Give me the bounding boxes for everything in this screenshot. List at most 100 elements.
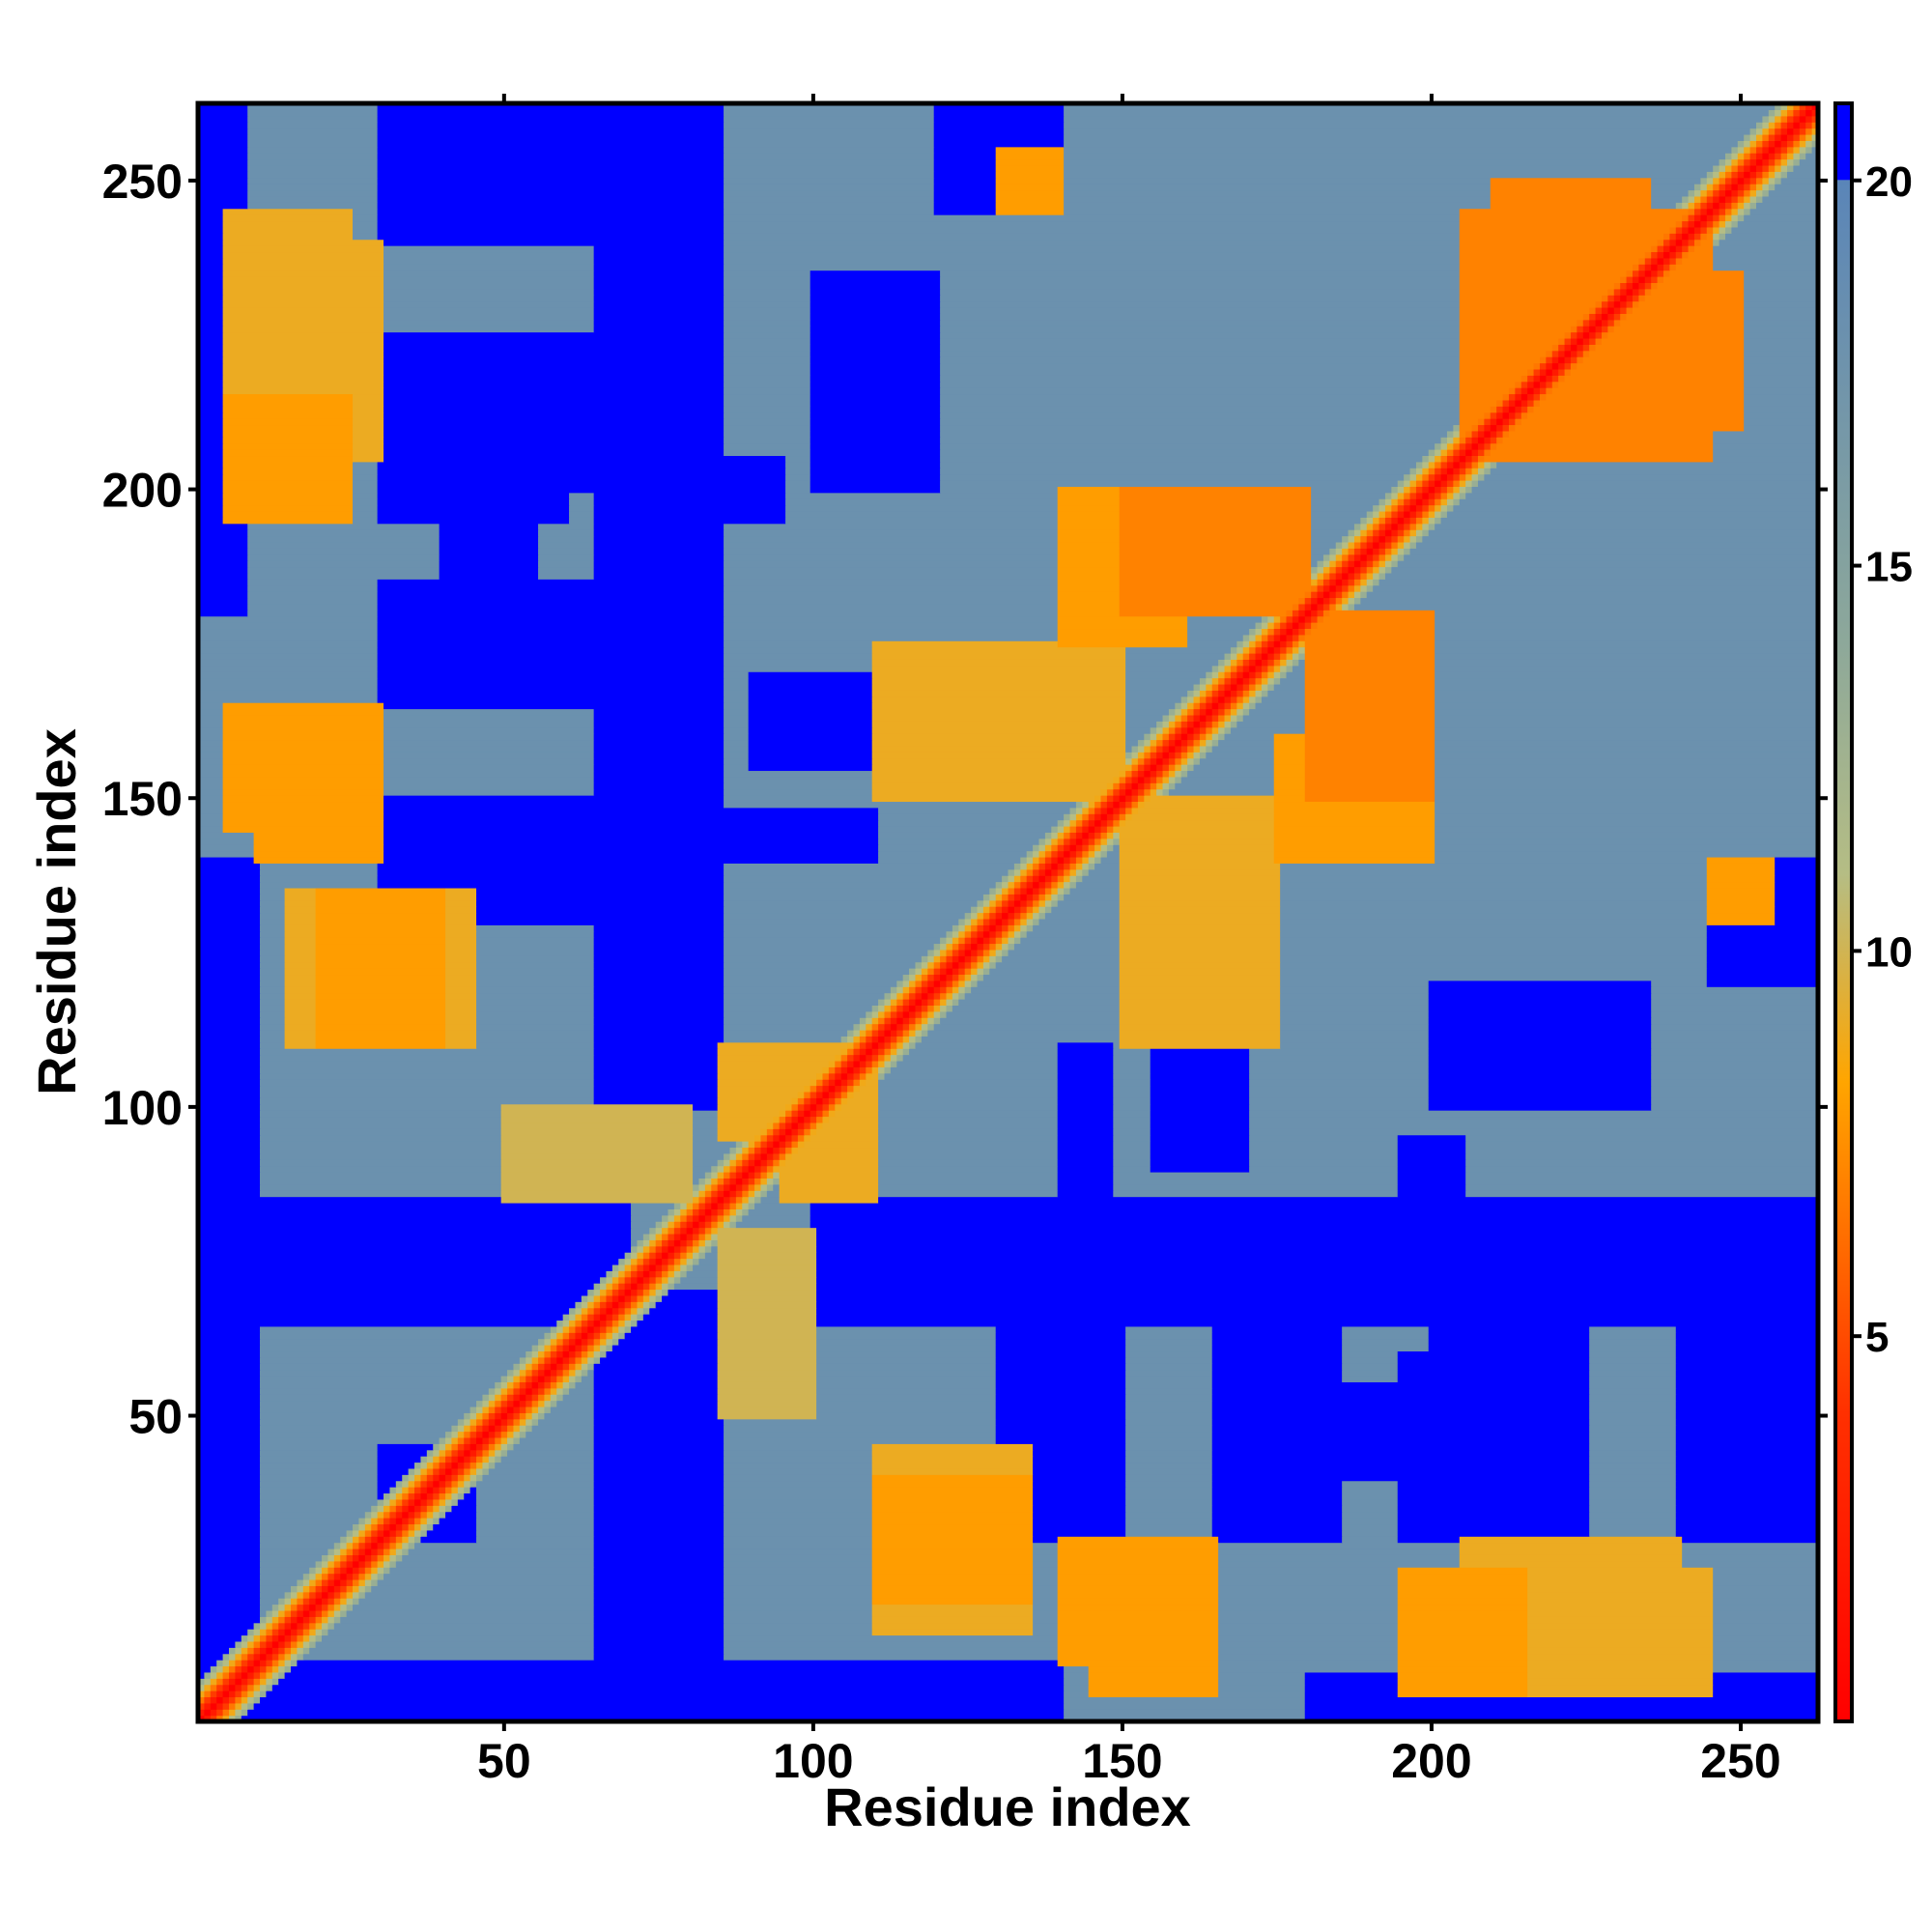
heatmap-cell [724, 868, 1009, 876]
heatmap-cell [1033, 1548, 1059, 1555]
heatmap-cell [198, 1066, 261, 1074]
heatmap-cell [1496, 442, 1714, 450]
heatmap-cell [1397, 1567, 1528, 1575]
heatmap-cell [1329, 548, 1337, 555]
heatmap-cell [402, 1487, 410, 1494]
heatmap-cell [816, 1387, 997, 1395]
heatmap-cell [785, 517, 1059, 525]
heatmap-cell [1651, 986, 1819, 994]
heatmap-cell [476, 961, 595, 969]
heatmap-cell [1224, 677, 1232, 685]
heatmap-cell [1651, 1041, 1819, 1049]
heatmap-cell [500, 1387, 508, 1395]
heatmap-cell [1125, 1338, 1213, 1346]
heatmap-cell [315, 949, 446, 956]
heatmap-cell [1551, 362, 1559, 370]
heatmap-cell [940, 288, 1461, 296]
heatmap-cell [260, 1684, 268, 1691]
heatmap-cell [606, 1301, 613, 1309]
heatmap-cell [445, 918, 477, 925]
heatmap-cell [1119, 795, 1126, 803]
heatmap-cell [711, 1208, 719, 1216]
heatmap-cell [717, 1041, 848, 1049]
heatmap-cell [451, 1449, 459, 1457]
heatmap-cell [1119, 813, 1126, 821]
heatmap-cell [476, 999, 595, 1006]
heatmap-cell [724, 306, 811, 314]
heatmap-cell [469, 1443, 477, 1451]
heatmap-cell [717, 1165, 724, 1173]
heatmap-cell [500, 1190, 694, 1198]
heatmap-cell [445, 1036, 477, 1043]
heatmap-cell [1150, 1110, 1250, 1118]
heatmap-cell [1057, 1616, 1219, 1624]
heatmap-cell [377, 1456, 422, 1463]
heatmap-cell [1106, 819, 1114, 827]
heatmap-cell [884, 1029, 892, 1037]
heatmap-cell [384, 331, 724, 339]
heatmap-cell [871, 1622, 1034, 1630]
heatmap-cell [1397, 1159, 1466, 1167]
heatmap-cell [278, 1598, 286, 1605]
heatmap-cell [198, 1320, 557, 1327]
heatmap-cell [1242, 652, 1250, 660]
heatmap-cell [507, 1394, 515, 1402]
heatmap-cell [946, 955, 953, 963]
heatmap-cell [222, 1684, 230, 1691]
heatmap-cell [346, 1548, 354, 1555]
heatmap-cell [1527, 381, 1535, 388]
heatmap-cell [1311, 597, 1319, 605]
heatmap-cell [1131, 757, 1139, 765]
heatmap-cell [940, 350, 1461, 357]
heatmap-cell [1713, 1585, 1819, 1593]
heatmap-cell [500, 1196, 694, 1204]
heatmap-cell [804, 1091, 811, 1098]
heatmap-cell [445, 1017, 477, 1025]
heatmap-cell [1435, 782, 1819, 790]
heatmap-cell [1280, 899, 1708, 907]
heatmap-cell [469, 1467, 477, 1475]
heatmap-cell [1620, 313, 1628, 321]
heatmap-cell [940, 326, 1461, 333]
heatmap-cell [1304, 665, 1435, 672]
heatmap-cell [1397, 1585, 1528, 1593]
heatmap-cell [266, 1690, 1065, 1698]
heatmap-cell [717, 1345, 817, 1352]
heatmap-cell [1304, 1671, 1399, 1679]
heatmap-cell [1008, 937, 1015, 945]
heatmap-cell [1033, 856, 1040, 864]
heatmap-cell [1002, 906, 1009, 914]
heatmap-cell [1311, 579, 1319, 586]
heatmap-cell [408, 1536, 415, 1544]
heatmap-cell [940, 992, 948, 1000]
heatmap-cell [927, 949, 935, 956]
heatmap-cell [902, 1048, 910, 1056]
heatmap-cell [346, 1536, 354, 1544]
heatmap-cell [1082, 819, 1090, 827]
heatmap-cell [229, 1696, 236, 1704]
heatmap-cell [748, 1183, 755, 1191]
heatmap-cell [569, 504, 595, 512]
heatmap-cell [1675, 1338, 1819, 1346]
heatmap-cell [896, 992, 904, 1000]
heatmap-cell [1119, 930, 1281, 938]
heatmap-cell [995, 1381, 1126, 1389]
heatmap-cell [1342, 560, 1350, 568]
heatmap-cell [198, 603, 248, 611]
heatmap-cell [278, 1629, 286, 1636]
heatmap-cell [1280, 912, 1708, 920]
heatmap-cell [1008, 930, 1015, 938]
heatmap-cell [353, 437, 384, 444]
heatmap-cell [426, 1518, 434, 1525]
heatmap-cell [816, 1307, 1819, 1315]
heatmap-cell [593, 1363, 719, 1371]
heatmap-cell [735, 1221, 811, 1229]
heatmap-cell [871, 1616, 1034, 1624]
heatmap-cell [1446, 437, 1454, 444]
heatmap-cell [1589, 1449, 1677, 1457]
heatmap-cell [513, 1363, 521, 1371]
heatmap-cell [1125, 1529, 1213, 1537]
heatmap-cell [1224, 696, 1232, 703]
heatmap-cell [198, 640, 379, 648]
